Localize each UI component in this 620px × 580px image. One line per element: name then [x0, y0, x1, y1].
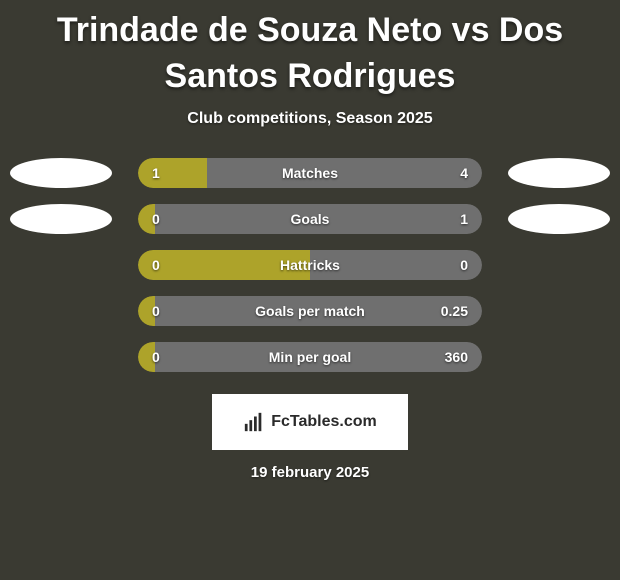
- stat-row: 0 Goals per match 0.25: [0, 296, 620, 326]
- stat-label: Goals per match: [255, 303, 365, 319]
- team-left-marker: [10, 158, 112, 188]
- team-left-marker: [10, 204, 112, 234]
- stat-value-left: 1: [152, 165, 160, 181]
- stat-bar-right: [207, 158, 482, 188]
- stat-bar: 0 Goals 1: [138, 204, 482, 234]
- stat-bar: 0 Min per goal 360: [138, 342, 482, 372]
- stat-value-left: 0: [152, 257, 160, 273]
- stat-bar: 0 Hattricks 0: [138, 250, 482, 280]
- stat-value-right: 1: [460, 211, 468, 227]
- stat-value-right: 0: [460, 257, 468, 273]
- subtitle: Club competitions, Season 2025: [0, 110, 620, 128]
- stat-row: 0 Min per goal 360: [0, 342, 620, 372]
- date-label: 19 february 2025: [0, 464, 620, 481]
- stat-value-left: 0: [152, 349, 160, 365]
- stat-value-left: 0: [152, 303, 160, 319]
- team-right-marker: [508, 204, 610, 234]
- team-right-marker: [508, 158, 610, 188]
- stat-value-right: 0.25: [441, 303, 468, 319]
- stat-value-right: 360: [445, 349, 468, 365]
- stat-label: Min per goal: [269, 349, 351, 365]
- stat-bar-left: [138, 158, 207, 188]
- stats-container: 1 Matches 4 0 Goals 1 0 Hattricks 0 0 Goals per ma…: [0, 158, 620, 372]
- stat-value-left: 0: [152, 211, 160, 227]
- stat-label: Goals: [291, 211, 330, 227]
- chart-icon: [243, 411, 265, 433]
- page-title: Trindade de Souza Neto vs Dos Santos Rod…: [0, 0, 620, 106]
- stat-label: Hattricks: [280, 257, 340, 273]
- stat-bar: 0 Goals per match 0.25: [138, 296, 482, 326]
- watermark: FcTables.com: [212, 394, 408, 450]
- stat-value-right: 4: [460, 165, 468, 181]
- stat-row: 0 Hattricks 0: [0, 250, 620, 280]
- stat-row: 0 Goals 1: [0, 204, 620, 234]
- stat-label: Matches: [282, 165, 338, 181]
- stat-row: 1 Matches 4: [0, 158, 620, 188]
- watermark-text: FcTables.com: [271, 413, 377, 431]
- stat-bar: 1 Matches 4: [138, 158, 482, 188]
